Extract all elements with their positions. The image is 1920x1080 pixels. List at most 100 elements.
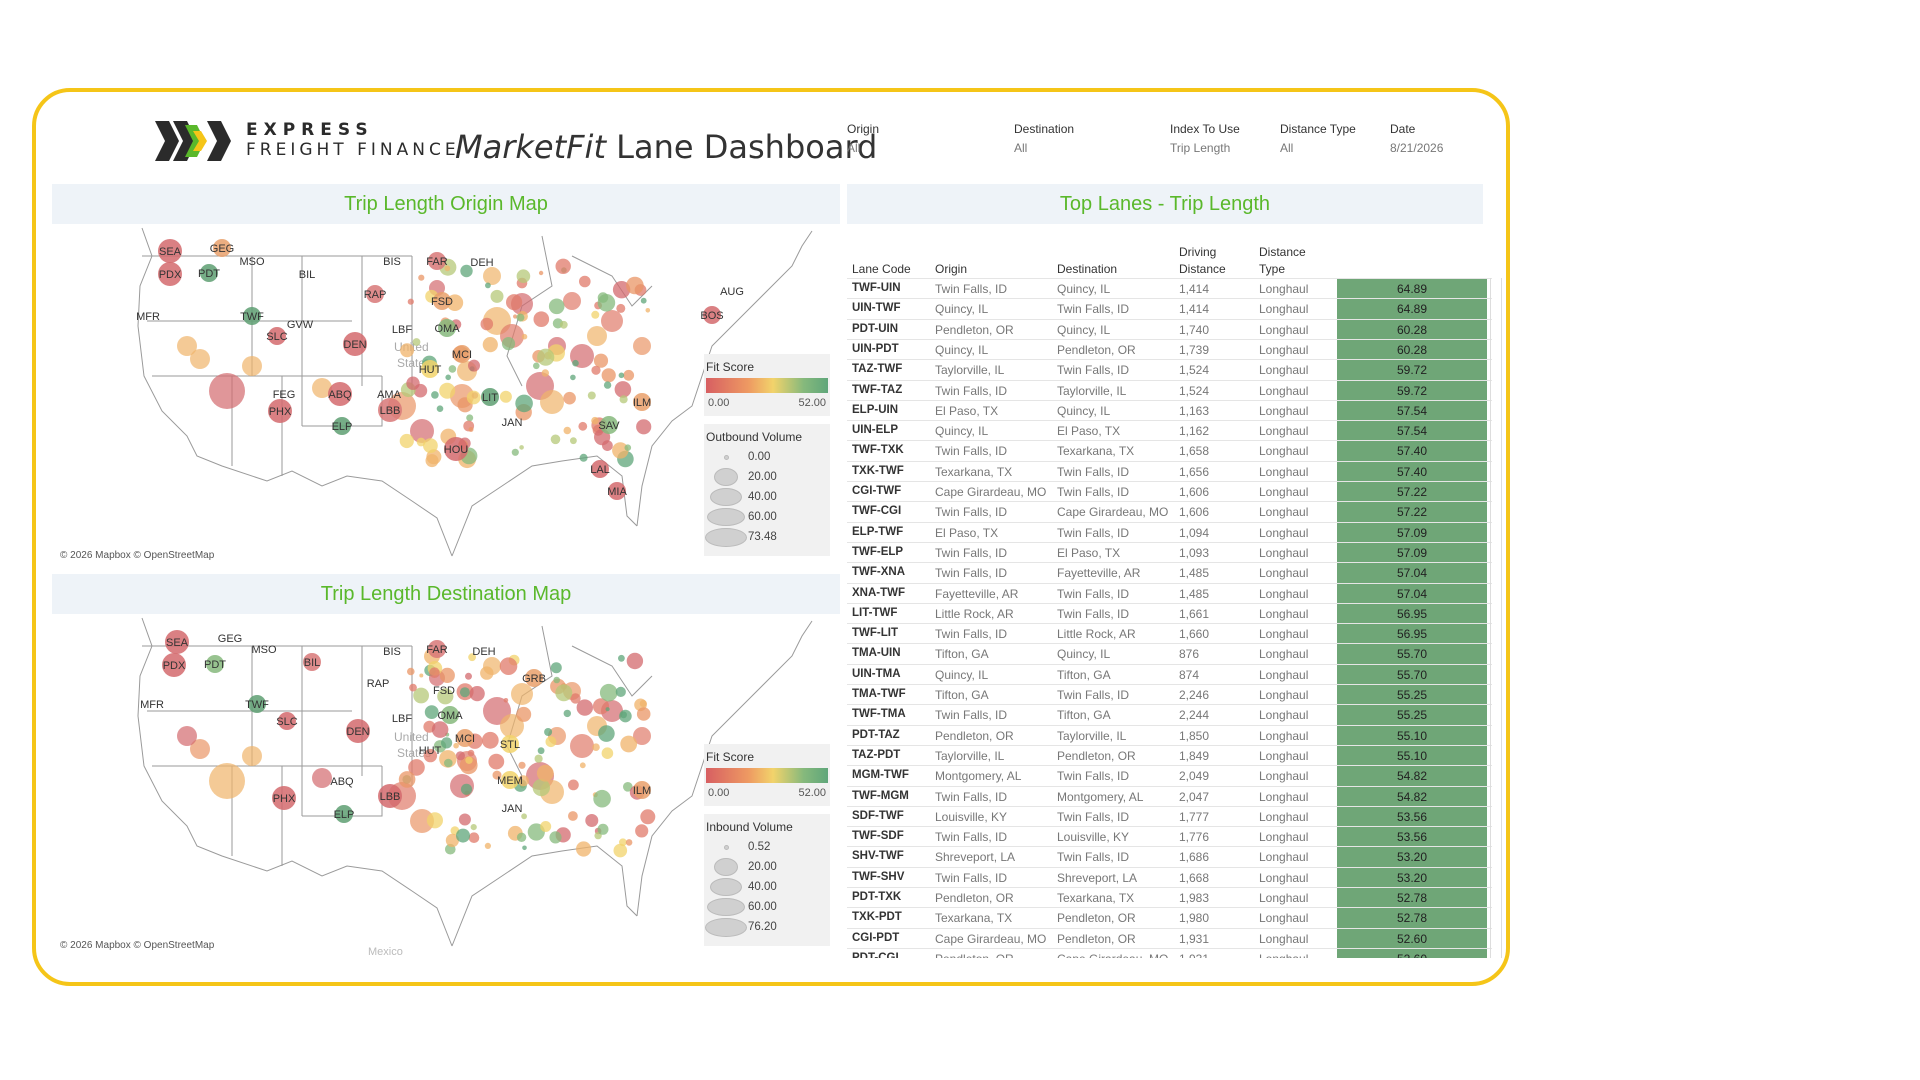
volume-bubble[interactable] <box>593 353 609 368</box>
volume-bubble[interactable] <box>312 378 332 398</box>
table-row[interactable]: XNA-TWF Fayetteville, AR Twin Falls, ID 1,4… <box>847 582 1492 604</box>
volume-bubble[interactable] <box>639 699 647 708</box>
volume-bubble[interactable] <box>445 833 459 847</box>
volume-bubble[interactable] <box>532 778 550 797</box>
city-marker[interactable] <box>328 382 352 406</box>
volume-bubble[interactable] <box>480 666 494 680</box>
volume-bubble[interactable] <box>587 391 596 400</box>
table-row[interactable]: UIN-ELP Quincy, IL El Paso, TX 1,162 Longhau… <box>847 420 1492 442</box>
header-driving-distance[interactable]: Driving Distance <box>1179 244 1226 278</box>
volume-bubble[interactable] <box>484 842 491 849</box>
table-row[interactable]: PDT-UIN Pendleton, OR Quincy, IL 1,740 Longh… <box>847 318 1492 340</box>
table-row[interactable]: PDT-TXK Pendleton, OR Texarkana, TX 1,983 Lo… <box>847 887 1492 908</box>
volume-bubble[interactable] <box>468 653 476 662</box>
volume-bubble[interactable] <box>177 726 197 746</box>
volume-bubble[interactable] <box>190 739 210 759</box>
volume-bubble[interactable] <box>537 348 555 366</box>
city-marker[interactable] <box>200 264 218 282</box>
volume-bubble[interactable] <box>645 308 651 313</box>
table-row[interactable]: TWF-LIT Twin Falls, ID Little Rock, AR 1,66… <box>847 623 1492 645</box>
table-row[interactable]: TWF-XNA Twin Falls, ID Fayetteville, AR 1,4… <box>847 562 1492 584</box>
table-row[interactable]: LIT-TWF Little Rock, AR Twin Falls, ID 1,66… <box>847 602 1492 624</box>
volume-bubble[interactable] <box>500 714 524 738</box>
volume-bubble[interactable] <box>623 369 635 381</box>
volume-bubble[interactable] <box>398 771 416 788</box>
city-marker[interactable] <box>633 393 651 411</box>
city-marker[interactable] <box>438 319 456 337</box>
volume-bubble[interactable] <box>412 338 421 346</box>
volume-bubble[interactable] <box>623 782 633 792</box>
city-marker[interactable] <box>444 437 468 461</box>
volume-bubble[interactable] <box>481 731 499 749</box>
volume-bubble[interactable] <box>483 267 501 285</box>
volume-bubble[interactable] <box>499 657 518 675</box>
volume-bubble[interactable] <box>579 453 588 462</box>
volume-bubble[interactable] <box>446 294 464 311</box>
volume-bubble[interactable] <box>570 437 577 445</box>
volume-bubble[interactable] <box>599 683 618 702</box>
header-lane-code[interactable]: Lane Code <box>852 262 911 276</box>
volume-bubble[interactable] <box>579 762 586 769</box>
volume-bubble[interactable] <box>470 824 477 831</box>
city-marker[interactable] <box>428 640 446 658</box>
volume-bubble[interactable] <box>563 292 581 310</box>
volume-bubble[interactable] <box>591 416 599 425</box>
volume-bubble[interactable] <box>209 373 245 409</box>
volume-bubble[interactable] <box>480 317 494 331</box>
volume-bubble[interactable] <box>636 419 652 435</box>
destination-map[interactable]: United States Mexico SEA GEG MSO PDX PDT BIL B… <box>52 616 840 956</box>
volume-bubble[interactable] <box>513 314 518 319</box>
table-row[interactable]: PDT-TAZ Pendleton, OR Taylorville, IL 1,850… <box>847 724 1492 746</box>
volume-bubble[interactable] <box>445 374 452 381</box>
city-marker[interactable] <box>433 292 451 310</box>
volume-bubble[interactable] <box>550 662 562 674</box>
volume-bubble[interactable] <box>549 831 562 844</box>
table-row[interactable]: TXK-TWF Texarkana, TX Twin Falls, ID 1,656 L… <box>847 460 1492 482</box>
volume-bubble[interactable] <box>242 356 262 376</box>
city-marker[interactable] <box>366 285 384 303</box>
volume-bubble[interactable] <box>460 264 473 278</box>
city-marker[interactable] <box>278 712 296 730</box>
volume-bubble[interactable] <box>620 711 627 719</box>
volume-bubble[interactable] <box>591 365 601 375</box>
volume-bubble[interactable] <box>640 809 656 825</box>
volume-bubble[interactable] <box>591 310 600 319</box>
volume-bubble[interactable] <box>553 676 560 684</box>
table-row[interactable]: TWF-MGM Twin Falls, ID Montgomery, AL 2,047… <box>847 785 1492 807</box>
volume-bubble[interactable] <box>598 725 615 742</box>
volume-bubble[interactable] <box>516 269 531 283</box>
volume-bubble[interactable] <box>624 444 632 451</box>
city-marker[interactable] <box>456 729 474 747</box>
destination-map-canvas[interactable]: United States Mexico SEA GEG MSO PDX PDT BIL B… <box>52 616 840 956</box>
volume-bubble[interactable] <box>612 281 631 299</box>
volume-bubble[interactable] <box>548 298 565 315</box>
volume-bubble[interactable] <box>585 814 599 827</box>
city-marker[interactable] <box>525 669 543 687</box>
volume-bubble[interactable] <box>418 274 425 281</box>
volume-bubble[interactable] <box>488 753 505 770</box>
volume-bubble[interactable] <box>465 672 472 680</box>
filter-distance-type[interactable]: Distance Type All <box>1280 122 1356 155</box>
table-row[interactable]: TWF-TXK Twin Falls, ID Texarkana, TX 1,658 L… <box>847 440 1492 462</box>
volume-bubble[interactable] <box>177 336 197 356</box>
city-marker[interactable] <box>248 695 266 713</box>
volume-bubble[interactable] <box>540 390 564 414</box>
volume-bubble[interactable] <box>492 770 502 780</box>
volume-bubble[interactable] <box>516 706 532 722</box>
map-attribution[interactable]: © 2026 Mapbox © OpenStreetMap <box>60 940 215 951</box>
volume-bubble[interactable] <box>587 326 607 346</box>
table-row[interactable]: TWF-UIN Twin Falls, ID Quincy, IL 1,414 Long… <box>847 278 1492 299</box>
volume-bubble[interactable] <box>559 320 568 329</box>
volume-bubble[interactable] <box>439 382 456 399</box>
city-marker[interactable] <box>481 388 499 406</box>
origin-map-canvas[interactable]: United States SEAGEGPDXPDTMSOBILBISFARDE… <box>52 226 840 566</box>
volume-bubble[interactable] <box>625 839 633 846</box>
filter-index-value[interactable]: Trip Length <box>1170 141 1231 155</box>
table-row[interactable]: UIN-TWF Quincy, IL Twin Falls, ID 1,414 Long… <box>847 298 1492 320</box>
header-origin[interactable]: Origin <box>935 262 968 276</box>
city-marker[interactable] <box>421 360 439 378</box>
table-row[interactable]: TWF-ELP Twin Falls, ID El Paso, TX 1,093 Lon… <box>847 541 1492 563</box>
volume-bubble[interactable] <box>570 734 594 758</box>
table-row[interactable]: SDF-TWF Louisville, KY Twin Falls, ID 1,777… <box>847 805 1492 827</box>
volume-bubble[interactable] <box>516 832 527 842</box>
